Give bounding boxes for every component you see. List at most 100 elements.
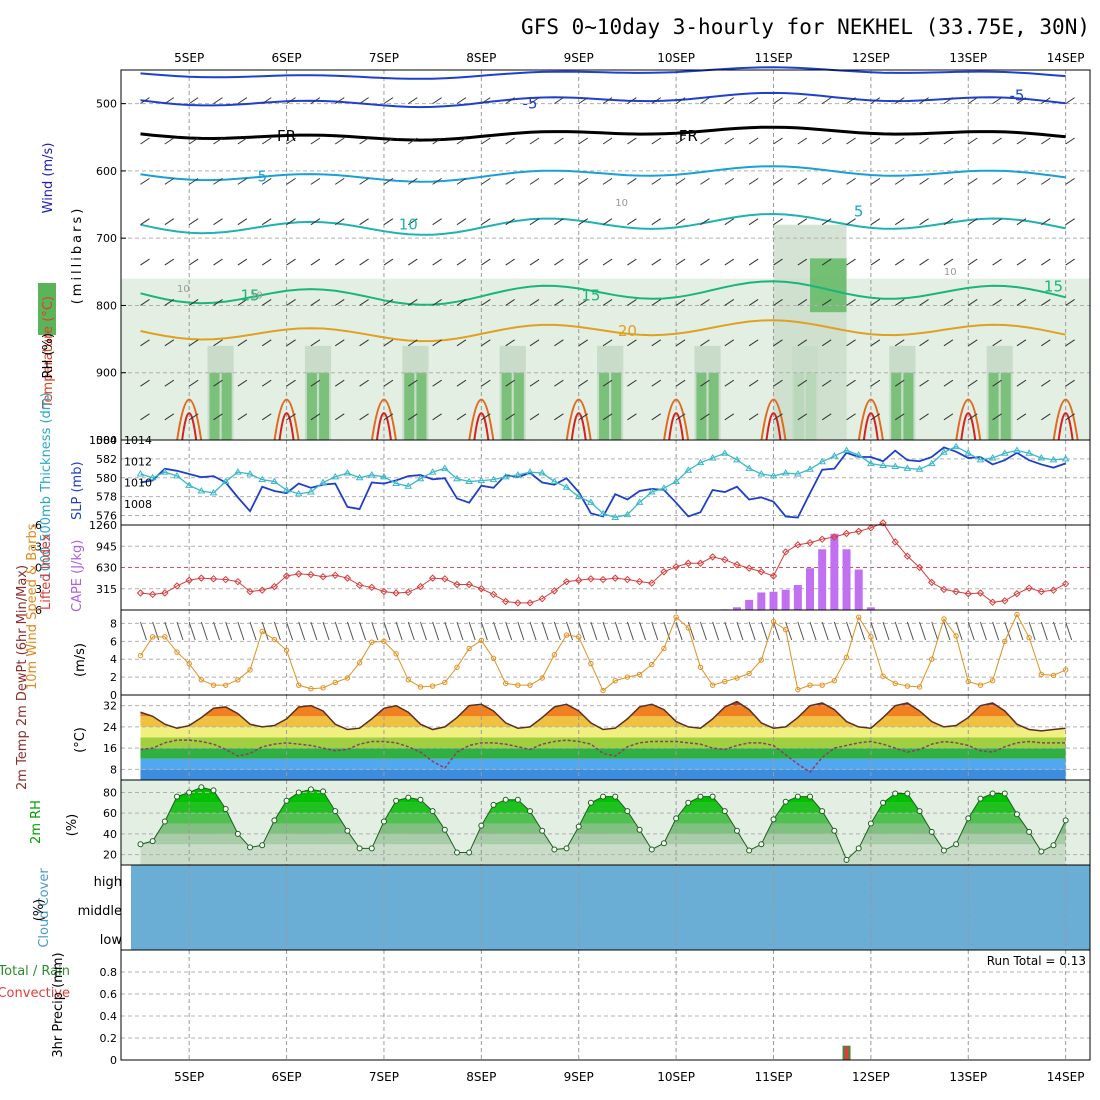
date-label: 9SEP [564, 51, 594, 65]
wind-barb-10m [505, 621, 513, 641]
wind-barb [773, 177, 783, 185]
thickness-point [587, 498, 595, 505]
sounding-rh-moist-core [810, 258, 847, 313]
lifted-index-point [258, 586, 266, 594]
wind-barb [188, 177, 199, 185]
wind-barb [821, 379, 832, 387]
wind-barb [748, 339, 759, 347]
rh2m-point [247, 844, 254, 851]
rh2m-point [295, 789, 302, 796]
rh2m-point [405, 794, 412, 801]
temp-label: 2m Temp 2m DewPt (6hr Min/Max) [15, 565, 30, 790]
rh2m-band [140, 833, 1066, 845]
wind-barb [383, 413, 394, 421]
wind-barb [456, 218, 467, 226]
lifted-index-point [209, 575, 218, 583]
wind-barb [894, 413, 905, 421]
contour-temp-15 [140, 280, 1066, 306]
rh2m-point [648, 846, 655, 853]
wind-barb [967, 258, 978, 266]
wind-barb [919, 299, 929, 306]
temp-tick-label: 32 [103, 700, 117, 713]
wind-speed-point [478, 637, 485, 644]
temp-unit: (°C) [73, 727, 88, 753]
wind-barb [1065, 413, 1075, 421]
lifted-index-point [1001, 597, 1009, 605]
wind-speed-point [149, 634, 156, 640]
pressure-tick-label: 800 [96, 299, 117, 312]
wind-barb-10m [432, 621, 440, 641]
wind-barb [578, 218, 588, 226]
wind-speed-point [782, 626, 789, 633]
lifted-index-point [1049, 586, 1058, 594]
wind-barb [432, 413, 442, 421]
lifted-index-point [465, 580, 473, 589]
lifted-index-point [441, 575, 449, 583]
wind-barb-10m [566, 621, 574, 641]
wind-speed-point [381, 638, 387, 645]
wind-barb-10m [346, 621, 354, 641]
wind-barb [456, 379, 467, 387]
wind-speed-point [283, 647, 290, 653]
lifted-index-point [806, 539, 814, 547]
lifted-index-point [891, 538, 899, 546]
lifted-index-point [453, 580, 461, 589]
wind-barb-10m [395, 621, 403, 641]
precip-convective-bar [844, 1046, 849, 1060]
wind-barb [943, 299, 954, 306]
rh2m-point [161, 818, 168, 825]
wind-barb [554, 379, 564, 387]
rh2m-point [928, 828, 935, 835]
cape-bar [806, 568, 815, 610]
wind-speed-point [856, 614, 862, 620]
wind-barb [383, 299, 394, 306]
date-label: 6SEP [272, 51, 302, 65]
wind-barb [821, 299, 832, 306]
wind-barb-10m [736, 621, 744, 641]
wind-speed-point [1062, 667, 1069, 673]
wind-barb [505, 413, 515, 421]
lifted-index-point [903, 552, 912, 560]
lifted-index-point [270, 582, 279, 591]
sounding-rh-core [988, 372, 999, 440]
rh2m-point [368, 845, 375, 852]
wind-tick-label: 0 [110, 689, 117, 702]
wind-barb [724, 137, 735, 145]
wind-barb [261, 413, 272, 421]
wind-barb [529, 177, 540, 185]
lifted-index-point [964, 590, 972, 598]
wind-barb [164, 258, 175, 266]
wind-barb [140, 413, 150, 421]
wind-barb [432, 258, 442, 266]
rh2m-point [758, 841, 765, 848]
wind-barb [383, 177, 394, 185]
wind-barb [140, 97, 150, 105]
wind-barb [578, 299, 588, 306]
wind-barb [505, 177, 515, 185]
wind-barb [821, 137, 832, 145]
wind-barb [1016, 339, 1027, 347]
wind-barb [578, 97, 588, 105]
wind-barb [870, 339, 881, 347]
wind-speed-point [247, 667, 253, 673]
wind-barb [870, 299, 881, 306]
wind-barb [700, 379, 710, 387]
contour-label: 5 [257, 167, 267, 185]
contour-temp-minus10 [140, 66, 1066, 80]
sounding-temp-label: Temperature (°C) [41, 296, 56, 409]
sounding-rh-core [696, 372, 707, 440]
wind-barb [408, 218, 418, 226]
wind-barb [675, 413, 686, 421]
wind-barb [724, 218, 735, 226]
wind-speed-point [904, 683, 911, 689]
wind-speed-point [843, 654, 850, 661]
temp-tick-label: 16 [103, 742, 117, 755]
rh2m-label: 2m RH [29, 800, 44, 844]
rh2m-point [904, 790, 911, 797]
sounding-rh-core [708, 372, 719, 440]
sounding-rh-core [416, 372, 427, 440]
wind-barb [797, 379, 808, 387]
rh2m-point [1050, 842, 1057, 849]
lifted-index-point [879, 519, 887, 527]
lifted-index-point [526, 599, 534, 607]
